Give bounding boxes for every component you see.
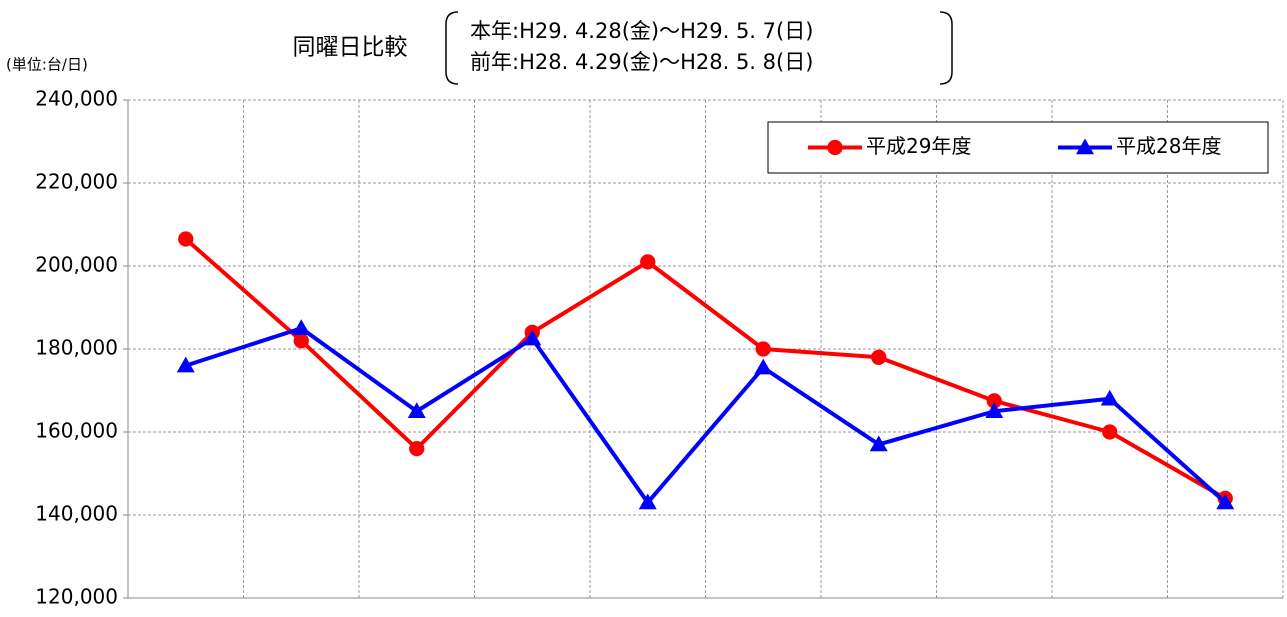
marker (178, 231, 194, 247)
subtitle: 本年:H29. 4.28(金)～H29. 5. 7(日) (470, 19, 813, 43)
marker (292, 319, 311, 335)
subtitle: 前年:H28. 4.29(金)～H28. 5. 8(日) (470, 50, 813, 74)
marker (523, 329, 542, 346)
y-tick-label: 160,000 (35, 419, 118, 443)
legend-marker (827, 139, 843, 156)
marker (176, 356, 195, 373)
marker (754, 358, 773, 375)
marker (293, 333, 309, 349)
series-line (184, 237, 1227, 501)
y-tick-label: 220,000 (35, 170, 118, 194)
marker (640, 254, 656, 270)
bracket-left (445, 11, 459, 85)
marker (638, 493, 657, 510)
marker (755, 341, 771, 357)
marker (871, 349, 887, 365)
legend-marker (1076, 138, 1094, 155)
series-line (185, 326, 1227, 505)
marker (409, 440, 425, 457)
marker (985, 402, 1004, 418)
y-tick-label: 180,000 (35, 336, 118, 360)
marker (1102, 424, 1118, 440)
y-tick-label: 240,000 (35, 87, 118, 111)
legend-label: 平成29年度 (866, 134, 971, 158)
chart-title: 同曜日比較 (293, 35, 408, 61)
marker (986, 393, 1002, 409)
marker (407, 402, 426, 418)
marker (869, 435, 888, 452)
y-tick-label: 120,000 (35, 585, 118, 609)
y-tick-label: 140,000 (35, 502, 118, 526)
bracket-right (939, 11, 953, 85)
unit-label: (単位:台/日) (6, 56, 88, 74)
marker (1216, 493, 1235, 510)
legend-label: 平成28年度 (1116, 134, 1221, 158)
marker (1100, 389, 1119, 406)
y-tick-label: 200,000 (35, 253, 118, 277)
